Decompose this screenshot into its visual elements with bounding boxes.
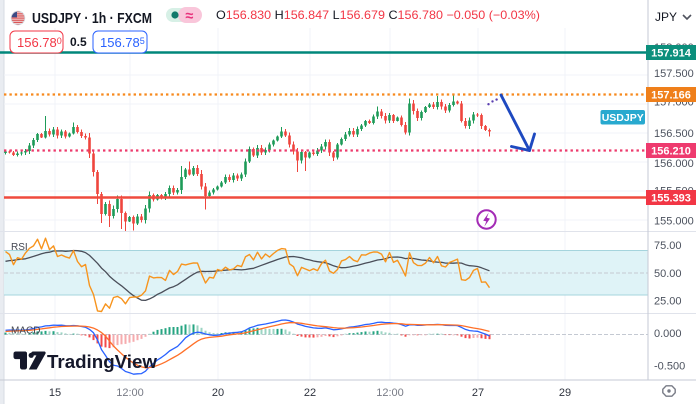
svg-text:O156.830 H156.847 L156.679 C15: O156.830 H156.847 L156.679 C156.780 −0.0… <box>216 8 540 22</box>
svg-text:75.00: 75.00 <box>654 240 682 252</box>
svg-text:25.00: 25.00 <box>654 296 682 308</box>
svg-text:50.00: 50.00 <box>654 268 682 280</box>
svg-text:29: 29 <box>559 387 571 399</box>
svg-text:155.393: 155.393 <box>651 193 691 205</box>
svg-text:JPY: JPY <box>655 10 677 24</box>
svg-text:156.780: 156.780 <box>17 35 62 50</box>
svg-text:157.166: 157.166 <box>651 90 691 102</box>
svg-text:156.210: 156.210 <box>651 146 691 158</box>
svg-text:-0.500: -0.500 <box>654 361 685 373</box>
svg-text:USDJPY · 1h · FXCM: USDJPY · 1h · FXCM <box>32 10 152 27</box>
svg-text:156.500: 156.500 <box>654 128 694 140</box>
svg-text:12:00: 12:00 <box>376 387 404 399</box>
svg-text:157.914: 157.914 <box>651 48 692 60</box>
svg-text:RSI: RSI <box>11 242 28 253</box>
svg-text:0.000: 0.000 <box>654 328 682 340</box>
svg-text:22: 22 <box>304 387 316 399</box>
svg-text:156.000: 156.000 <box>654 158 694 170</box>
svg-text:27: 27 <box>472 387 484 399</box>
svg-text:12:00: 12:00 <box>116 387 144 399</box>
svg-text:156.785: 156.785 <box>100 35 145 50</box>
svg-text:15: 15 <box>49 387 61 399</box>
svg-text:20: 20 <box>212 387 224 399</box>
svg-text:USDJPY: USDJPY <box>602 112 644 124</box>
svg-text:157.500: 157.500 <box>654 68 694 80</box>
svg-text:155.000: 155.000 <box>654 216 694 228</box>
svg-text:TradingView: TradingView <box>47 351 158 372</box>
svg-text:≈: ≈ <box>186 9 194 25</box>
svg-text:0.5: 0.5 <box>70 35 87 49</box>
svg-text:MACD: MACD <box>11 326 40 337</box>
